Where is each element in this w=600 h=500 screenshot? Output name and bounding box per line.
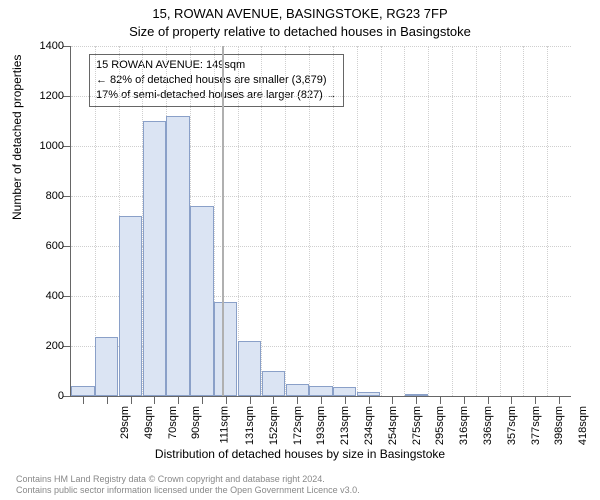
y-tick-label: 1000 <box>14 140 64 152</box>
y-tick <box>63 196 71 197</box>
histogram-bar <box>95 337 118 396</box>
x-tick <box>535 396 536 404</box>
x-tick-label: 152sqm <box>268 406 280 445</box>
histogram-bar <box>166 116 189 396</box>
y-tick-label: 200 <box>14 340 64 352</box>
x-tick <box>345 396 346 404</box>
x-tick <box>83 396 84 404</box>
y-tick-label: 800 <box>14 190 64 202</box>
gridline-v <box>476 46 477 396</box>
x-tick <box>464 396 465 404</box>
x-tick-label: 377sqm <box>530 406 542 445</box>
y-tick <box>63 396 71 397</box>
gridline-v <box>285 46 286 396</box>
gridline-v <box>404 46 405 396</box>
x-tick-label: 172sqm <box>292 406 304 445</box>
gridline-v <box>309 46 310 396</box>
x-tick-label: 275sqm <box>411 406 423 445</box>
histogram-bar <box>238 341 261 396</box>
x-tick-label: 234sqm <box>363 406 375 445</box>
y-tick <box>63 96 71 97</box>
x-tick <box>559 396 560 404</box>
histogram-bar <box>262 371 285 396</box>
x-tick <box>416 396 417 404</box>
x-tick <box>488 396 489 404</box>
annotation-box: 15 ROWAN AVENUE: 149sqm ← 82% of detache… <box>89 54 344 107</box>
x-tick <box>321 396 322 404</box>
x-tick <box>273 396 274 404</box>
gridline-v <box>381 46 382 396</box>
x-tick <box>202 396 203 404</box>
x-tick-label: 398sqm <box>554 406 566 445</box>
y-tick-label: 0 <box>14 390 64 402</box>
histogram-bar <box>71 386 94 396</box>
histogram-bar <box>333 387 356 396</box>
annotation-line-1: 15 ROWAN AVENUE: 149sqm <box>96 58 337 73</box>
x-tick-label: 193sqm <box>316 406 328 445</box>
x-tick-label: 254sqm <box>387 406 399 445</box>
footer-line-1: Contains HM Land Registry data © Crown c… <box>16 474 360 485</box>
x-tick <box>369 396 370 404</box>
x-tick <box>297 396 298 404</box>
reference-marker-line <box>222 46 224 396</box>
x-tick <box>511 396 512 404</box>
footer-line-2: Contains public sector information licen… <box>16 485 360 496</box>
y-tick <box>63 46 71 47</box>
x-tick-label: 90sqm <box>190 406 202 439</box>
x-tick <box>440 396 441 404</box>
gridline-v <box>500 46 501 396</box>
x-tick-label: 357sqm <box>506 406 518 445</box>
gridline-v <box>333 46 334 396</box>
x-tick-label: 213sqm <box>339 406 351 445</box>
x-tick-label: 29sqm <box>119 406 131 439</box>
x-tick <box>392 396 393 404</box>
title-sub: Size of property relative to detached ho… <box>0 24 600 39</box>
x-axis-label: Distribution of detached houses by size … <box>0 447 600 461</box>
x-tick <box>178 396 179 404</box>
y-tick-label: 600 <box>14 240 64 252</box>
histogram-bar <box>286 384 309 397</box>
x-tick <box>250 396 251 404</box>
histogram-bar <box>309 386 332 396</box>
histogram-bar <box>214 302 237 396</box>
x-tick-label: 336sqm <box>482 406 494 445</box>
title-main: 15, ROWAN AVENUE, BASINGSTOKE, RG23 7FP <box>0 6 600 21</box>
x-tick-label: 70sqm <box>167 406 179 439</box>
y-tick <box>63 346 71 347</box>
x-tick <box>107 396 108 404</box>
y-tick <box>63 246 71 247</box>
footer-attribution: Contains HM Land Registry data © Crown c… <box>16 474 360 497</box>
histogram-bar <box>190 206 213 396</box>
x-tick <box>131 396 132 404</box>
x-tick <box>154 396 155 404</box>
x-tick-label: 295sqm <box>435 406 447 445</box>
gridline-v <box>523 46 524 396</box>
x-tick-label: 49sqm <box>143 406 155 439</box>
y-tick <box>63 146 71 147</box>
gridline-v <box>452 46 453 396</box>
y-tick-label: 1400 <box>14 40 64 52</box>
gridline-h <box>71 96 571 97</box>
x-tick-label: 111sqm <box>219 406 231 444</box>
gridline-v <box>357 46 358 396</box>
x-tick-label: 131sqm <box>244 406 256 445</box>
gridline-v <box>261 46 262 396</box>
histogram-bar <box>143 121 166 396</box>
gridline-v <box>547 46 548 396</box>
x-tick-label: 316sqm <box>458 406 470 445</box>
histogram-bar <box>119 216 142 396</box>
annotation-line-2: ← 82% of detached houses are smaller (3,… <box>96 73 337 88</box>
x-tick-label: 418sqm <box>577 406 589 445</box>
y-tick-label: 400 <box>14 290 64 302</box>
y-tick <box>63 296 71 297</box>
chart-plot-area: 15 ROWAN AVENUE: 149sqm ← 82% of detache… <box>70 46 571 397</box>
gridline-v <box>428 46 429 396</box>
y-tick-label: 1200 <box>14 90 64 102</box>
gridline-h <box>71 46 571 47</box>
x-tick <box>226 396 227 404</box>
